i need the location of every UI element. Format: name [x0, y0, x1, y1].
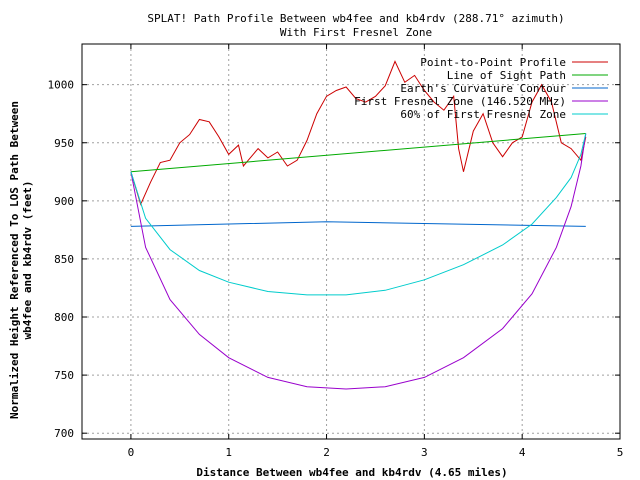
chart-title: SPLAT! Path Profile Between wb4fee and k… [147, 12, 564, 25]
x-axis-label: Distance Between wb4fee and kb4rdv (4.65… [196, 466, 507, 479]
y-axis-label-line-2: wb4fee and kb4rdv (feet) [21, 181, 34, 340]
chart-subtitle: With First Fresnel Zone [280, 26, 432, 39]
x-tick-label: 4 [519, 446, 526, 459]
x-tick-label: 2 [323, 446, 330, 459]
y-tick-label: 750 [54, 369, 74, 382]
y-axis-label: Normalized Height Referenced To LOS Path… [8, 101, 34, 419]
y-tick-label: 700 [54, 427, 74, 440]
plot-frame [81, 43, 621, 440]
y-tick-label: 900 [54, 195, 74, 208]
y-axis-label-line-1: Normalized Height Referenced To LOS Path… [8, 101, 21, 419]
x-tick-label: 5 [617, 446, 624, 459]
legend-entry-label: Point-to-Point Profile [420, 56, 566, 69]
legend-entry-label: First Fresnel Zone (146.520 MHz) [354, 95, 566, 108]
x-tick-label: 0 [128, 446, 135, 459]
legend-entry-label: 60% of First Fresnel Zone [400, 108, 566, 121]
y-tick-label: 950 [54, 137, 74, 150]
series-line-0 [130, 60, 587, 206]
series-line-1 [130, 133, 586, 173]
legend-entry-label: Earth's Curvature Contour [400, 82, 566, 95]
series-line-4 [130, 133, 587, 296]
axis-ticks: 0 1 2 3 4 5 700 750 800 850 900 950 1000 [48, 44, 624, 459]
y-tick-label: 850 [54, 253, 74, 266]
series-layer [130, 60, 587, 390]
series-line-3 [130, 133, 587, 390]
series-line-2 [130, 221, 586, 227]
y-tick-label: 800 [54, 311, 74, 324]
legend-entry-label: Line of Sight Path [447, 69, 566, 82]
y-tick-label: 1000 [48, 79, 75, 92]
x-tick-label: 1 [225, 446, 232, 459]
x-tick-label: 3 [421, 446, 428, 459]
